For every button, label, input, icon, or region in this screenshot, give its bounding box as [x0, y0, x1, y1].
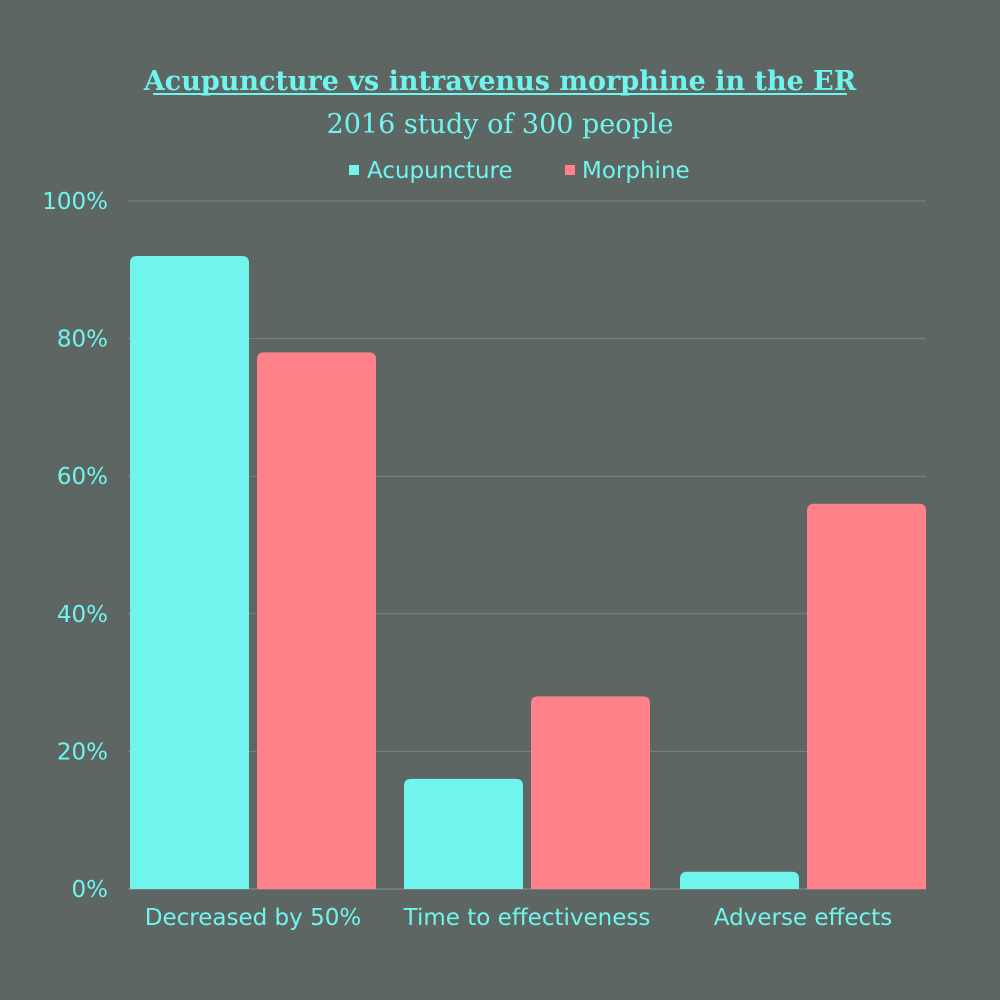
bar-morphine-3 [807, 503, 926, 889]
bar-acupuncture-2 [404, 778, 523, 889]
y-tick-label: 80% [57, 327, 108, 353]
chart-legend: Acupuncture Morphine [349, 158, 690, 184]
x-category-label: Time to effectiveness [403, 905, 651, 931]
legend-swatch-morphine [565, 165, 575, 175]
x-category-label: Adverse effects [714, 905, 892, 931]
y-tick-label: 20% [57, 739, 108, 765]
y-tick-label: 0% [72, 877, 109, 903]
legend-swatch-acupuncture [349, 165, 359, 175]
x-axis: Decreased by 50% Time to effectiveness Adv… [145, 905, 892, 931]
y-tick-label: 60% [57, 464, 108, 490]
bar-morphine-2 [531, 696, 650, 889]
legend-label-morphine: Morphine [582, 158, 690, 184]
bar-morphine-1 [257, 352, 376, 889]
legend-label-acupuncture: Acupuncture [367, 158, 513, 184]
bar-acupuncture-3 [680, 871, 799, 889]
x-category-label: Decreased by 50% [145, 905, 361, 931]
bar-acupuncture-1 [130, 256, 249, 889]
bars [130, 256, 926, 889]
y-axis: 0% 20% 40% 60% 80% 100% [42, 189, 108, 903]
y-tick-label: 100% [42, 189, 108, 215]
chart-title: Acupuncture vs intravenus morphine in th… [143, 66, 857, 97]
chart-subtitle: 2016 study of 300 people [327, 109, 674, 140]
y-tick-label: 40% [57, 602, 108, 628]
chart-title-group: Acupuncture vs intravenus morphine in th… [143, 66, 857, 140]
